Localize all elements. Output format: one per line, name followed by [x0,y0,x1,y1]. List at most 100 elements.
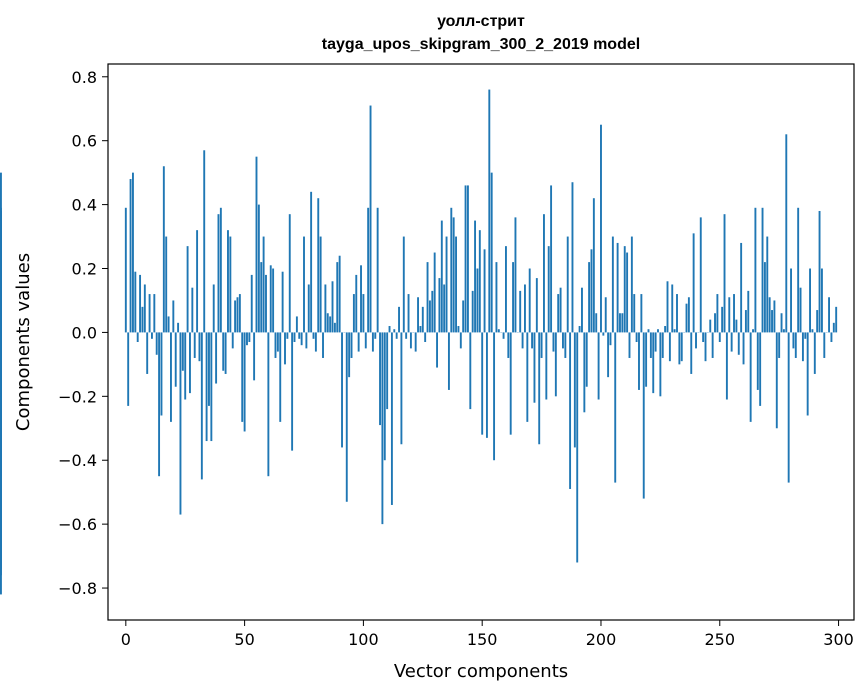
bar-6 [139,274,142,333]
bar-51 [246,332,248,346]
bar-125 [421,306,424,333]
x-tick-label: 200 [586,630,617,649]
bar-58 [262,236,265,333]
bar-196 [590,249,593,333]
chart-title: уолл-стрит [437,13,525,30]
bar-198 [595,313,598,333]
bar-113 [393,329,396,333]
bar-18 [167,316,170,333]
bar-181 [554,332,557,397]
bar-231 [673,329,676,333]
bar-71 [293,332,296,342]
bar-152 [485,332,488,438]
bar-199 [597,332,600,400]
bar-190 [576,332,579,563]
bar-240 [695,332,697,349]
bar-127 [426,262,429,333]
bar-280 [790,268,792,333]
bar-200 [600,124,602,333]
bar-69 [288,214,291,333]
bar-115 [398,306,400,333]
bar-100 [362,294,365,333]
bar-268 [761,207,764,333]
bar-116 [400,332,403,445]
bar-294 [823,332,826,358]
bar-112 [390,332,393,505]
bar-239 [692,233,695,333]
bar-11 [151,332,153,339]
bar-243 [702,332,705,342]
bar-43 [227,230,229,333]
bar-218 [642,332,645,499]
bar-213 [630,236,633,333]
bar-53 [250,274,253,333]
bar-275 [778,332,781,358]
bar-42 [224,332,227,374]
bar-12 [153,294,156,333]
bar-244 [704,332,707,362]
bar-110 [386,332,389,410]
bar-102 [367,207,370,333]
bar-258 [737,332,740,355]
bar-285 [801,332,804,362]
bar-44 [229,236,232,333]
bar-133 [440,220,443,333]
y-tick-label: 0.2 [72,260,97,279]
bar-230 [671,284,674,333]
bar-129 [431,290,434,333]
bar-182 [557,294,560,333]
bar-276 [780,313,783,333]
bar-242 [699,217,702,333]
bar-54 [253,332,256,381]
bar-59 [265,274,267,333]
bar-103 [369,105,372,333]
bar-149 [478,230,481,333]
bar-215 [635,332,638,342]
bar-75 [303,236,305,333]
y-tick-label: −0.2 [58,387,97,406]
bar-183 [559,287,562,333]
bar-194 [585,332,588,387]
bar-52 [248,332,251,342]
x-axis-label: Vector components [394,661,568,682]
bar-64 [276,332,279,352]
bar-67 [284,332,286,365]
bar-70 [291,332,294,451]
bar-163 [512,262,515,333]
bar-186 [566,236,569,333]
bar-57 [260,262,263,333]
bar-212 [628,332,631,358]
plot-frame [107,63,855,621]
bar-26 [186,246,189,333]
bar-20 [172,300,175,333]
bar-185 [564,332,567,358]
bar-267 [759,332,762,406]
bar-248 [714,313,716,333]
bar-224 [657,329,659,333]
bar-30 [196,230,199,333]
bar-118 [405,332,408,339]
bar-155 [493,332,496,461]
bar-288 [809,268,811,333]
bar-169 [526,332,529,422]
bar-274 [775,332,778,429]
bar-283 [797,207,800,333]
bar-220 [647,329,650,333]
bar-111 [388,326,391,333]
bar-60 [267,332,270,477]
bar-8 [143,284,146,333]
bar-247 [711,332,714,358]
y-tick-label: −0.4 [58,451,97,470]
bar-206 [614,332,617,483]
bar-204 [609,332,612,346]
bar-153 [488,89,491,333]
bar-281 [792,332,795,349]
bar-270 [766,236,769,333]
bar-4 [134,271,137,333]
bar-91 [341,332,343,448]
bar-180 [552,332,555,352]
bar-24 [181,332,184,371]
bar-72 [295,316,298,333]
bar-17 [165,236,168,333]
bar-292 [818,210,821,333]
